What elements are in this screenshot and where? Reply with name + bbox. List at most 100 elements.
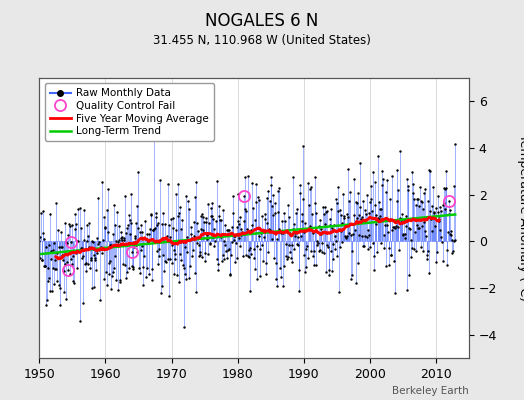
Point — [416, 184, 424, 190]
Point — [150, 137, 159, 143]
Point — [340, 215, 348, 222]
Point — [243, 172, 252, 179]
Point — [352, 280, 360, 286]
Point — [45, 242, 53, 248]
Point — [346, 189, 354, 196]
Point — [360, 218, 368, 224]
Point — [380, 245, 388, 251]
Point — [377, 206, 386, 212]
Point — [413, 225, 422, 231]
Point — [305, 226, 313, 232]
Point — [188, 252, 196, 259]
Point — [379, 232, 388, 238]
Point — [132, 241, 140, 248]
Point — [135, 270, 144, 276]
Point — [349, 220, 357, 227]
Point — [425, 168, 434, 174]
Point — [326, 216, 334, 223]
Point — [257, 230, 265, 236]
Point — [339, 191, 347, 197]
Point — [353, 200, 362, 206]
Point — [87, 256, 95, 263]
Point — [179, 239, 187, 245]
Point — [292, 210, 300, 216]
Point — [269, 211, 277, 218]
Point — [77, 245, 85, 251]
Point — [321, 204, 330, 210]
Point — [209, 234, 217, 240]
Point — [84, 232, 93, 239]
Point — [267, 174, 275, 180]
Point — [271, 276, 280, 282]
Point — [371, 201, 379, 208]
Point — [358, 232, 366, 239]
Point — [209, 216, 217, 222]
Point — [199, 227, 207, 234]
Point — [121, 193, 129, 199]
Point — [203, 236, 211, 242]
Point — [68, 222, 76, 228]
Point — [130, 244, 138, 250]
Point — [113, 208, 121, 215]
Point — [338, 220, 346, 226]
Point — [181, 270, 190, 277]
Point — [56, 302, 64, 308]
Point — [374, 215, 383, 222]
Point — [171, 251, 179, 257]
Point — [297, 233, 305, 239]
Point — [133, 249, 141, 255]
Point — [272, 260, 280, 266]
Point — [444, 211, 453, 218]
Point — [444, 229, 452, 235]
Point — [118, 236, 126, 243]
Point — [38, 257, 46, 263]
Point — [404, 182, 412, 189]
Point — [178, 216, 186, 223]
Point — [125, 264, 133, 271]
Point — [124, 221, 132, 228]
Point — [405, 271, 413, 278]
Point — [74, 206, 83, 212]
Point — [163, 256, 172, 263]
Point — [150, 226, 158, 233]
Point — [445, 231, 454, 238]
Point — [208, 213, 216, 219]
Point — [58, 244, 66, 251]
Point — [391, 218, 400, 225]
Point — [422, 252, 431, 258]
Point — [187, 224, 195, 230]
Point — [368, 169, 377, 175]
Point — [157, 221, 166, 227]
Point — [382, 263, 390, 270]
Point — [388, 172, 397, 179]
Point — [442, 168, 450, 174]
Point — [291, 232, 300, 239]
Point — [407, 253, 415, 260]
Point — [377, 240, 385, 246]
Point — [106, 258, 115, 264]
Point — [79, 253, 88, 259]
Point — [213, 256, 221, 262]
Point — [182, 193, 190, 200]
Point — [420, 219, 429, 226]
Point — [221, 222, 230, 228]
Point — [244, 253, 252, 259]
Point — [329, 240, 337, 247]
Point — [359, 243, 368, 249]
Point — [375, 216, 383, 222]
Point — [327, 206, 335, 212]
Point — [282, 241, 290, 248]
Point — [293, 242, 302, 248]
Point — [353, 214, 361, 221]
Point — [131, 234, 139, 241]
Point — [77, 225, 85, 231]
Point — [322, 209, 331, 216]
Point — [91, 257, 99, 263]
Point — [253, 243, 261, 249]
Point — [222, 248, 230, 255]
Point — [201, 250, 209, 256]
Point — [161, 221, 170, 227]
Point — [387, 252, 396, 258]
Point — [149, 226, 157, 233]
Point — [403, 186, 412, 193]
